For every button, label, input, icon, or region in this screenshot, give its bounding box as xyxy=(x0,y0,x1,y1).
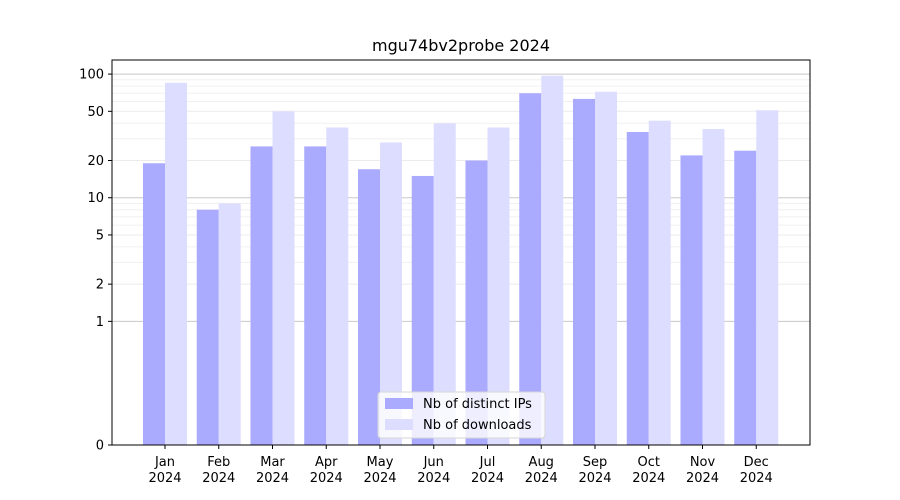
x-tick-label: Jun 2024 xyxy=(417,455,450,486)
bar-downloads xyxy=(648,120,671,446)
bar-distinct-ips xyxy=(196,209,219,445)
y-tick-label: 10 xyxy=(87,191,104,206)
y-tick-label: 0 xyxy=(96,439,104,454)
bar-downloads xyxy=(380,142,402,445)
y-tick-label: 50 xyxy=(87,105,104,120)
x-axis: Jan 2024 Feb 2024 Mar 2024 Apr 2024 May 2024 Jun 20… xyxy=(148,445,773,486)
x-tick-label: Feb 2024 xyxy=(202,455,235,486)
bar-distinct-ips xyxy=(626,132,649,446)
y-tick-label: 2 xyxy=(96,278,104,293)
y-tick-label: 100 xyxy=(79,68,104,83)
chart-title: mgu74bv2probe 2024 xyxy=(372,36,550,55)
y-tick-label: 20 xyxy=(87,154,104,169)
bars xyxy=(143,75,779,446)
x-tick-label: May 2024 xyxy=(363,455,396,486)
bar-distinct-ips xyxy=(358,169,380,445)
bar-distinct-ips xyxy=(573,98,595,445)
y-tick-label: 5 xyxy=(96,228,104,243)
plot-frame xyxy=(111,59,811,446)
bar-downloads xyxy=(702,128,725,445)
bar-downloads xyxy=(595,91,617,445)
bar-distinct-ips xyxy=(734,150,757,445)
bar-distinct-ips xyxy=(519,93,542,445)
x-tick-label: Jul 2024 xyxy=(471,455,504,486)
bar-downloads xyxy=(487,127,510,446)
legend-swatch xyxy=(385,419,413,430)
legend-swatch xyxy=(385,398,413,409)
bar-downloads xyxy=(756,110,779,445)
bar-downloads xyxy=(165,82,187,446)
x-tick-label: Nov 2024 xyxy=(686,455,719,486)
bar-distinct-ips xyxy=(411,175,434,445)
bar-downloads xyxy=(218,203,241,445)
x-tick-label: Apr 2024 xyxy=(310,455,343,486)
bar-downloads xyxy=(272,111,295,445)
y-axis: 0 1 2 5 10 20 50 100 xyxy=(79,68,112,454)
legend-label: Nb of distinct IPs xyxy=(423,397,532,412)
bar-distinct-ips xyxy=(250,146,273,445)
bar-distinct-ips xyxy=(680,155,703,445)
x-tick-label: Aug 2024 xyxy=(525,455,558,486)
bar-distinct-ips xyxy=(143,163,165,445)
bar-downloads xyxy=(541,75,564,445)
bar-distinct-ips xyxy=(465,160,488,445)
legend-box xyxy=(377,391,546,439)
x-tick-label: Mar 2024 xyxy=(256,455,289,486)
y-tick-label: 1 xyxy=(96,315,104,330)
x-tick-label: Sep 2024 xyxy=(578,455,611,486)
bar-downloads xyxy=(326,127,349,446)
legend: Nb of distinct IPs Nb of downloads xyxy=(377,391,546,439)
x-tick-label: Oct 2024 xyxy=(632,455,665,486)
x-tick-label: Dec 2024 xyxy=(740,455,773,486)
bar-downloads xyxy=(433,123,456,445)
legend-label: Nb of downloads xyxy=(423,418,532,433)
bar-distinct-ips xyxy=(304,146,327,445)
x-tick-label: Jan 2024 xyxy=(148,455,181,486)
